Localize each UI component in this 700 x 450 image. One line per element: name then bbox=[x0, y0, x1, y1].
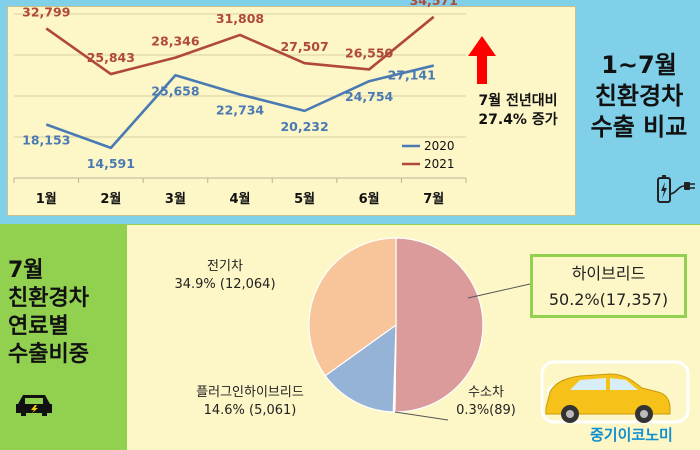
data-label-2020: 24,754 bbox=[345, 89, 394, 104]
series-line-2021 bbox=[45, 15, 435, 76]
data-label-2020: 14,591 bbox=[87, 156, 135, 171]
phev-label-value: 14.6% (5,061) bbox=[203, 403, 297, 418]
pie-chart-title: 7월 친환경차 연료별 수출비중 bbox=[8, 257, 123, 369]
hydrogen-label-value: 0.3%(89) bbox=[456, 403, 516, 418]
phev-label-name: 플러그인하이브리드 bbox=[196, 385, 304, 400]
pie-title-1: 7월 bbox=[8, 258, 44, 283]
data-label-2020: 27,141 bbox=[388, 68, 436, 83]
leader-line-hydrogen bbox=[394, 411, 449, 421]
line-title-3: 수출 비교 bbox=[590, 113, 688, 141]
ev-label-name: 전기차 bbox=[207, 259, 243, 274]
hybrid-label-value: 50.2%(17,357) bbox=[548, 290, 669, 309]
pie-label-hybrid: 하이브리드 50.2%(17,357) bbox=[530, 254, 687, 318]
electric-car-icon bbox=[16, 395, 52, 416]
pie-label-hydrogen: 수소차 0.3%(89) bbox=[446, 384, 526, 420]
hydrogen-label-name: 수소차 bbox=[468, 385, 504, 400]
data-label-2021: 34,571 bbox=[410, 0, 458, 8]
ev-label-value: 34.9% (12,064) bbox=[174, 277, 276, 292]
growth-annotation: 7월 전년대비 27.4% 증가 bbox=[465, 92, 571, 130]
pie-label-ev: 전기차 34.9% (12,064) bbox=[160, 258, 290, 294]
leader-line-hybrid bbox=[467, 283, 531, 299]
yellow-ev-car-icon bbox=[540, 360, 690, 424]
x-tick-label: 1월 bbox=[36, 191, 57, 207]
line-chart-title: 1~7월 친환경차 수출 비교 bbox=[584, 50, 694, 143]
pie-label-phev: 플러그인하이브리드 14.6% (5,061) bbox=[180, 384, 320, 420]
x-tick-label: 5월 bbox=[294, 191, 315, 207]
brand-logo: 중기이코노미 bbox=[590, 426, 673, 444]
pie-title-4: 수출비중 bbox=[8, 342, 89, 367]
charging-battery-icon bbox=[657, 175, 695, 203]
line-chart: 1월 2월 3월 4월 5월 6월 7월 18,153 14,591 25,658 22,734 20… bbox=[13, 0, 496, 207]
data-label-2021: 25,843 bbox=[87, 50, 135, 65]
x-tick-label: 3월 bbox=[165, 191, 186, 207]
pie-slice-ev bbox=[308, 237, 397, 377]
legend-label-2020: 2020 bbox=[424, 139, 455, 153]
data-label-2020: 20,232 bbox=[280, 119, 328, 134]
x-tick-label: 4월 bbox=[229, 191, 250, 207]
x-tick-label: 7월 bbox=[423, 191, 444, 207]
pie-title-2: 친환경차 bbox=[8, 286, 89, 311]
series-line-2020 bbox=[45, 64, 435, 150]
data-label-2021: 28,346 bbox=[151, 34, 200, 49]
data-label-2021: 32,799 bbox=[22, 4, 70, 19]
x-tick-label: 2월 bbox=[100, 191, 121, 207]
legend-label-2021: 2021 bbox=[424, 157, 455, 171]
line-title-1: 1~7월 bbox=[601, 51, 677, 79]
annotation-line-2: 27.4% 증가 bbox=[478, 112, 558, 128]
data-label-2020: 18,153 bbox=[22, 133, 70, 148]
data-label-2021: 31,808 bbox=[216, 11, 264, 26]
annotation-line-1: 7월 전년대비 bbox=[478, 93, 558, 109]
line-title-2: 친환경차 bbox=[594, 82, 684, 110]
data-label-2021: 26,550 bbox=[345, 45, 394, 60]
pie-slice-phev bbox=[324, 323, 397, 413]
data-label-2021: 27,507 bbox=[280, 39, 328, 54]
x-tick-label: 6월 bbox=[359, 191, 380, 207]
data-label-2020: 22,734 bbox=[216, 102, 265, 117]
pie-title-3: 연료별 bbox=[8, 314, 69, 339]
data-label-2020: 25,658 bbox=[151, 83, 199, 98]
red-up-arrow-icon bbox=[468, 36, 496, 84]
hybrid-label-name: 하이브리드 bbox=[571, 264, 646, 283]
pie-slice-hybrid bbox=[394, 237, 484, 413]
